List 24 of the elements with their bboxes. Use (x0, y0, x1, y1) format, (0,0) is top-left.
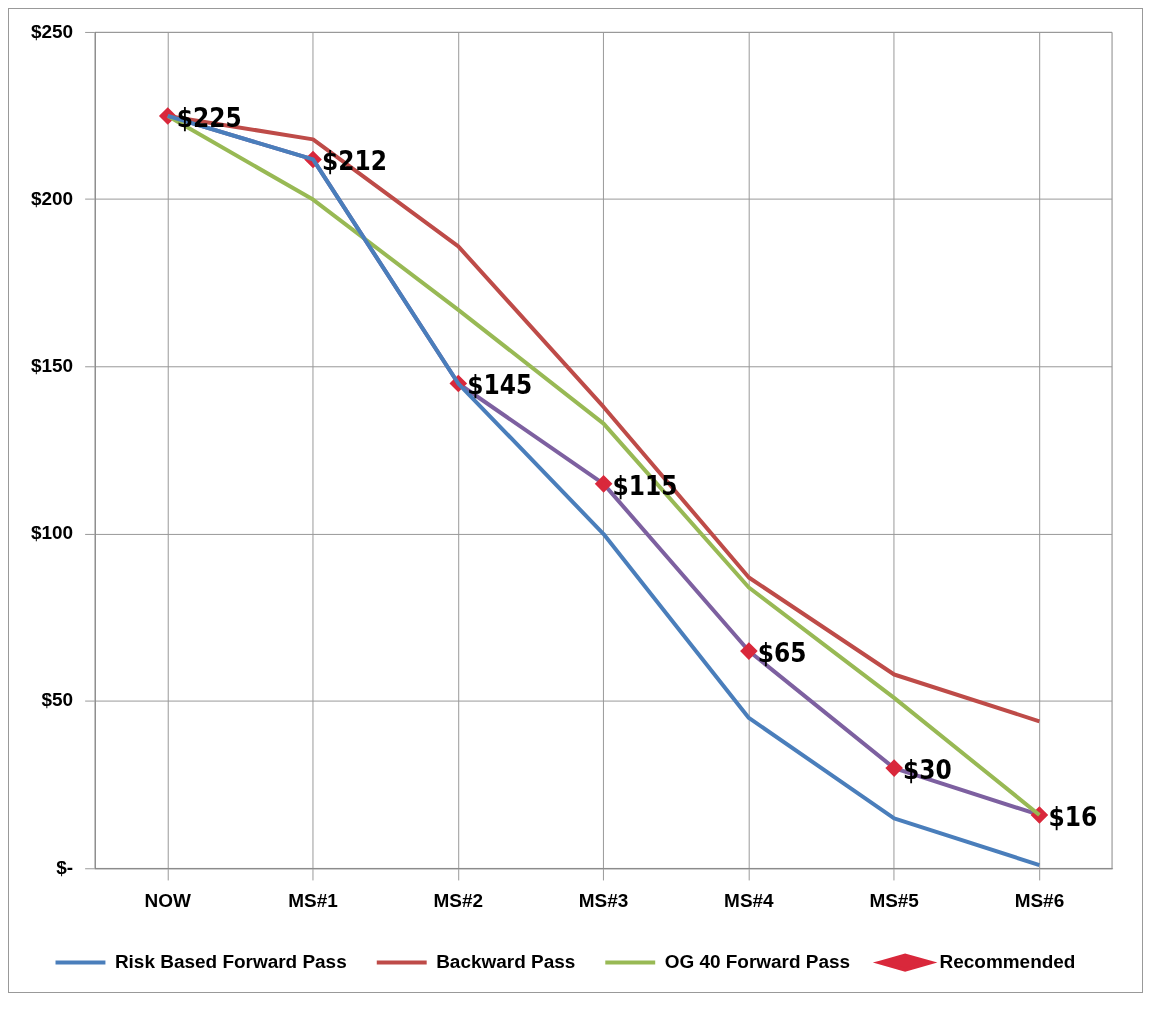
x-tick-label: MS#2 (433, 890, 484, 912)
data-label: $145 (467, 370, 533, 401)
legend-label: Backward Pass (436, 950, 576, 972)
data-label: $65 (757, 637, 807, 668)
y-tick-label: $150 (30, 355, 74, 377)
point (886, 760, 903, 777)
legend-label: Recommended (939, 950, 1076, 972)
y-tick-label: $200 (30, 187, 74, 209)
x-tick-label: MS#3 (578, 890, 629, 912)
x-tick-label: MS#5 (869, 890, 920, 912)
data-label: $30 (903, 754, 952, 785)
y-tick-label: $100 (30, 522, 74, 544)
x-tick-label: MS#1 (288, 890, 339, 912)
y-tick-label: $50 (41, 689, 74, 711)
x-tick-label: NOW (144, 890, 192, 912)
point (595, 475, 612, 492)
x-tick-label: MS#6 (1014, 890, 1065, 912)
legend-label: Risk Based Forward Pass (114, 950, 347, 972)
x-tick-label: MS#4 (724, 890, 775, 912)
y-tick-label: $- (56, 856, 74, 878)
legend-label: OG 40 Forward Pass (664, 950, 851, 972)
y-tick-label: $250 (30, 20, 74, 42)
data-label: $16 (1048, 801, 1098, 832)
point (740, 643, 757, 660)
